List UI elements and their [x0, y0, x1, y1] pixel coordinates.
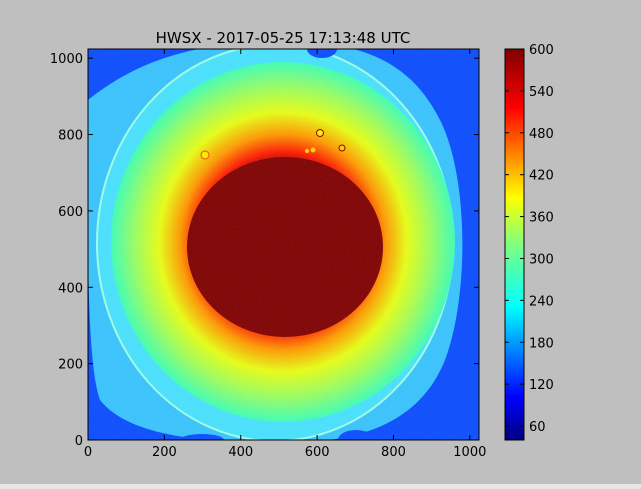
colorbar-tick-label: 540 — [529, 85, 554, 100]
colorbar-tick-label: 360 — [529, 211, 554, 226]
x-axis: 0 200 400 600 800 1000 — [84, 49, 486, 460]
colorbar-tick-label: 600 — [529, 43, 554, 58]
colorbar-axis: 60 120 180 240 300 360 420 480 540 600 — [505, 43, 554, 435]
colorbar — [504, 48, 525, 441]
colorbar-tick-label: 180 — [529, 336, 554, 351]
colorbar-tick-label: 60 — [529, 420, 546, 435]
y-tick-label: 0 — [75, 434, 83, 449]
x-tick-label: 0 — [84, 445, 92, 460]
y-tick-label: 400 — [58, 281, 83, 296]
image-grain — [88, 49, 479, 440]
colorbar-tick-label: 120 — [529, 378, 554, 393]
colorbar-tick-label: 300 — [529, 252, 554, 267]
plot-frame — [87, 48, 480, 441]
colorbar-tick-label: 480 — [529, 127, 554, 142]
y-tick-label: 200 — [58, 358, 83, 373]
y-tick-label: 800 — [58, 129, 83, 144]
x-tick-label: 1000 — [453, 445, 486, 460]
y-tick-label: 1000 — [50, 52, 83, 67]
plot-area — [88, 49, 479, 440]
y-tick-label: 600 — [58, 205, 83, 220]
x-tick-label: 200 — [152, 445, 177, 460]
x-tick-label: 400 — [228, 445, 253, 460]
y-axis: 0 200 400 600 800 1000 — [50, 52, 479, 449]
chart-title: HWSX - 2017-05-25 17:13:48 UTC — [156, 29, 411, 47]
colorbar-tick-label: 240 — [529, 294, 554, 309]
x-tick-label: 800 — [381, 445, 406, 460]
colorbar-tick-label: 420 — [529, 169, 554, 184]
x-tick-label: 600 — [305, 445, 330, 460]
window-bottom-edge — [0, 484, 641, 489]
